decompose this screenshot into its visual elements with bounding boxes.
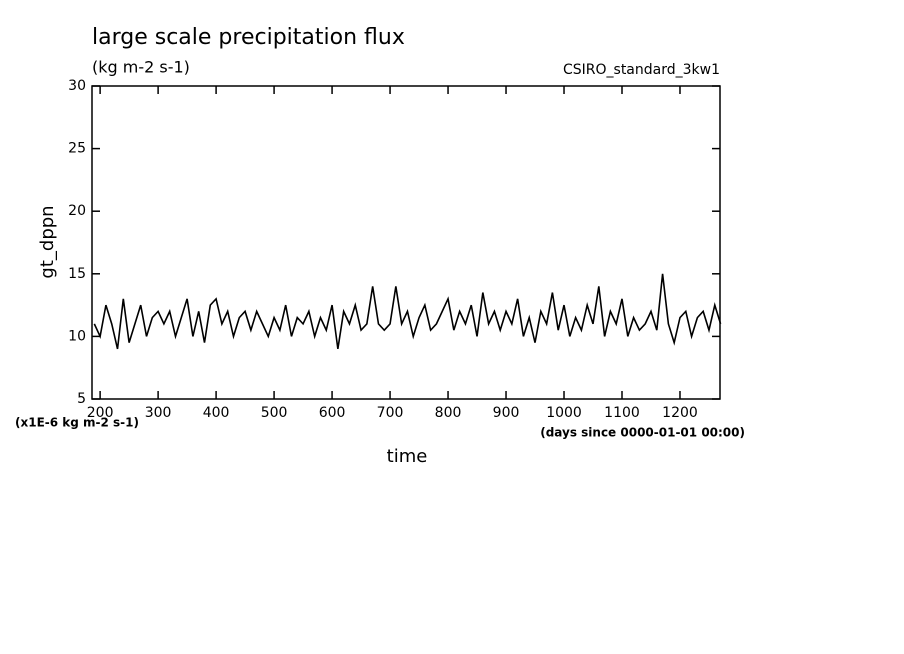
chart-title: large scale precipitation flux — [92, 25, 405, 50]
x-tick-label: 200 — [87, 405, 114, 421]
y-axis-label: gt_dppn — [37, 205, 58, 278]
y-tick-label: 25 — [68, 141, 86, 157]
x-units: (days since 0000-01-01 00:00) — [540, 426, 745, 440]
chart-subtitle: (kg m-2 s-1) — [92, 58, 190, 77]
x-tick-label: 600 — [319, 405, 346, 421]
y-tick-label: 30 — [68, 78, 86, 94]
data-line — [93, 273, 722, 350]
axes — [92, 85, 720, 400]
x-tick-label: 500 — [261, 405, 288, 421]
x-tick-label: 400 — [203, 405, 230, 421]
x-tick-label: 1200 — [662, 405, 698, 421]
y-tick-label: 15 — [68, 266, 86, 282]
y-units: (x1E-6 kg m-2 s-1) — [15, 416, 139, 430]
y-tick-label: 10 — [68, 328, 86, 344]
x-tick-label: 800 — [435, 405, 462, 421]
y-tick-label: 20 — [68, 203, 86, 219]
x-tick-label: 1100 — [604, 405, 640, 421]
x-tick-label: 1000 — [546, 405, 582, 421]
x-tick-label: 300 — [145, 405, 172, 421]
annotation: CSIRO_standard_3kw1 — [563, 62, 720, 78]
x-axis-label: time — [387, 446, 428, 467]
y-tick-label: 5 — [77, 391, 86, 407]
plot-frame — [91, 85, 721, 400]
x-tick-label: 700 — [377, 405, 404, 421]
x-tick-label: 900 — [493, 405, 520, 421]
